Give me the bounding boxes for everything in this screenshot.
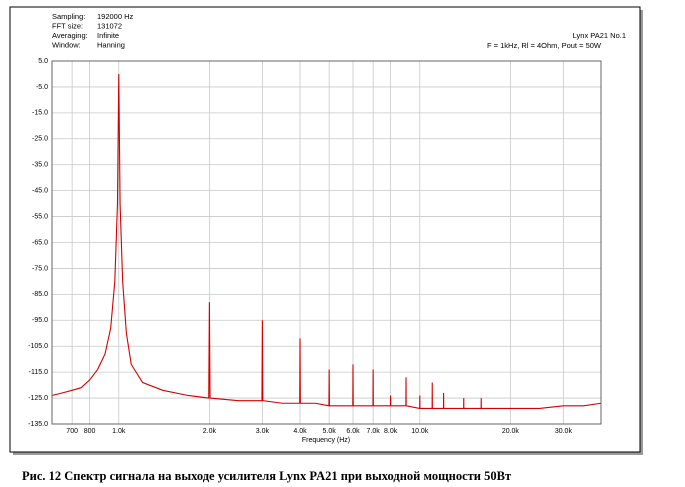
plot-border xyxy=(51,60,602,425)
info-value: 192000 Hz xyxy=(97,12,134,21)
y-tick-label: -25.0 xyxy=(32,136,48,143)
info-value: Hanning xyxy=(97,40,125,49)
x-tick-label: 8.0k xyxy=(384,428,398,435)
y-tick-label: -35.0 xyxy=(32,162,48,169)
x-tick-label: 3.0k xyxy=(256,428,270,435)
y-tick-label: -55.0 xyxy=(32,213,48,220)
x-tick-label: 1.0k xyxy=(112,428,126,435)
y-tick-label: -75.0 xyxy=(32,265,48,272)
x-tick-label: 7.0k xyxy=(367,428,381,435)
y-tick-label: -105.0 xyxy=(28,343,48,350)
x-tick-label: 6.0k xyxy=(346,428,360,435)
info-label: FFT size: xyxy=(52,21,83,30)
info-value: Infinite xyxy=(97,31,119,40)
annotation: Lynx PA21 No.1 xyxy=(573,31,626,40)
x-tick-label: 800 xyxy=(84,428,96,435)
y-tick-label: -85.0 xyxy=(32,291,48,298)
y-tick-label: -5.0 xyxy=(36,84,48,91)
info-value: 131072 xyxy=(97,21,122,30)
x-tick-label: 2.0k xyxy=(203,428,217,435)
x-tick-label: 30.0k xyxy=(555,428,573,435)
x-axis-label: Frequency (Hz) xyxy=(302,437,350,444)
y-tick-label: -125.0 xyxy=(28,395,48,402)
x-tick-label: 5.0k xyxy=(323,428,337,435)
y-tick-label: 5.0 xyxy=(38,58,48,65)
caption: Рис. 12 Спектр сигнала на выходе усилите… xyxy=(22,469,511,483)
y-tick-label: -115.0 xyxy=(29,369,48,376)
x-tick-label: 4.0k xyxy=(293,428,307,435)
y-tick-label: -135.0 xyxy=(28,421,48,428)
info-label: Averaging: xyxy=(52,31,88,40)
y-tick-label: -65.0 xyxy=(32,239,48,246)
annotation: F = 1kHz, Rl = 4Ohm, Pout = 50W xyxy=(487,41,602,50)
info-label: Sampling: xyxy=(52,12,85,21)
spectrum-line xyxy=(51,73,602,410)
info-label: Window: xyxy=(52,40,81,49)
y-tick-label: -95.0 xyxy=(32,317,48,324)
x-tick-label: 700 xyxy=(66,428,78,435)
x-tick-label: 20.0k xyxy=(502,428,520,435)
y-tick-label: -15.0 xyxy=(32,110,48,117)
y-tick-label: -45.0 xyxy=(32,187,48,194)
x-tick-label: 10.0k xyxy=(411,428,429,435)
